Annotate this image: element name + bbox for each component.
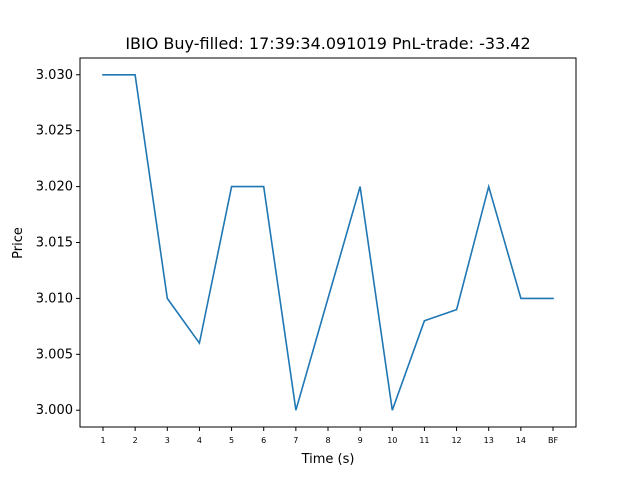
y-tick-label: 3.010 <box>36 291 73 306</box>
y-tick-label: 3.020 <box>36 180 73 195</box>
y-axis-label: Price <box>11 227 26 259</box>
x-tick-label: BF <box>548 436 558 445</box>
y-tick-label: 3.000 <box>36 403 73 418</box>
y-tick-label: 3.025 <box>36 124 73 139</box>
y-tick-label: 3.015 <box>36 236 73 251</box>
x-tick-label: 12 <box>451 436 461 445</box>
x-tick-label: 9 <box>358 436 363 445</box>
x-axis-label: Time (s) <box>301 452 355 467</box>
x-tick-label: 7 <box>293 436 298 445</box>
x-tick-label: 11 <box>419 436 429 445</box>
y-tick-label: 3.005 <box>36 347 73 362</box>
x-tick-label: 5 <box>229 436 234 445</box>
x-tick-label: 1 <box>100 436 105 445</box>
x-tick-label: 10 <box>387 436 397 445</box>
x-tick-label: 4 <box>197 436 202 445</box>
y-tick-label: 3.030 <box>36 68 73 83</box>
chart-title: IBIO Buy-filled: 17:39:34.091019 PnL-tra… <box>125 34 530 53</box>
x-tick-label: 14 <box>516 436 526 445</box>
x-tick-label: 13 <box>484 436 494 445</box>
x-tick-label: 2 <box>133 436 138 445</box>
x-tick-label: 3 <box>165 436 170 445</box>
x-tick-label: 8 <box>325 436 330 445</box>
series-line-0 <box>102 74 554 411</box>
x-tick-label: 6 <box>261 436 266 445</box>
